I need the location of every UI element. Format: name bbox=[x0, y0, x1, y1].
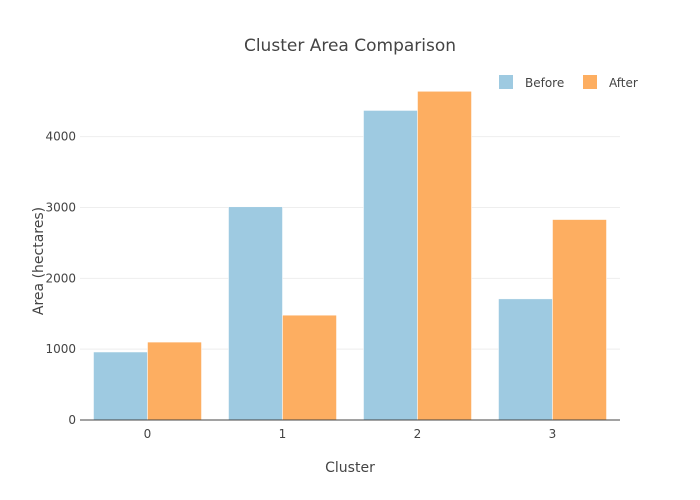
x-tick-label: 1 bbox=[279, 427, 287, 441]
x-tick-label: 2 bbox=[414, 427, 422, 441]
x-axis-title: Cluster bbox=[325, 460, 375, 476]
x-tick-label: 3 bbox=[549, 427, 557, 441]
legend-swatch-after bbox=[583, 75, 597, 89]
bar-after-0 bbox=[147, 341, 202, 421]
chart-title: Cluster Area Comparison bbox=[244, 36, 456, 56]
y-axis-title: Area (hectares) bbox=[31, 207, 47, 315]
legend: Before After bbox=[499, 75, 638, 90]
y-tick-label: 1000 bbox=[45, 342, 76, 356]
legend-swatch-before bbox=[499, 75, 513, 89]
bar-after-1 bbox=[282, 314, 337, 421]
axes: 0 1000 2000 3000 4000 0 1 2 3 bbox=[45, 130, 620, 441]
bar-before-3 bbox=[498, 298, 553, 421]
bar-after-3 bbox=[552, 219, 607, 421]
x-tick-label: 0 bbox=[144, 427, 152, 441]
legend-label-before: Before bbox=[525, 76, 564, 90]
bar-after-2 bbox=[417, 91, 472, 421]
legend-label-after: After bbox=[609, 76, 638, 90]
bar-before-2 bbox=[363, 110, 418, 421]
y-tick-label: 0 bbox=[68, 413, 76, 427]
y-tick-label: 3000 bbox=[45, 201, 76, 215]
bars bbox=[93, 91, 607, 421]
y-tick-label: 4000 bbox=[45, 130, 76, 144]
bar-before-0 bbox=[93, 351, 148, 421]
bar-before-1 bbox=[228, 206, 283, 421]
y-tick-label: 2000 bbox=[45, 271, 76, 285]
